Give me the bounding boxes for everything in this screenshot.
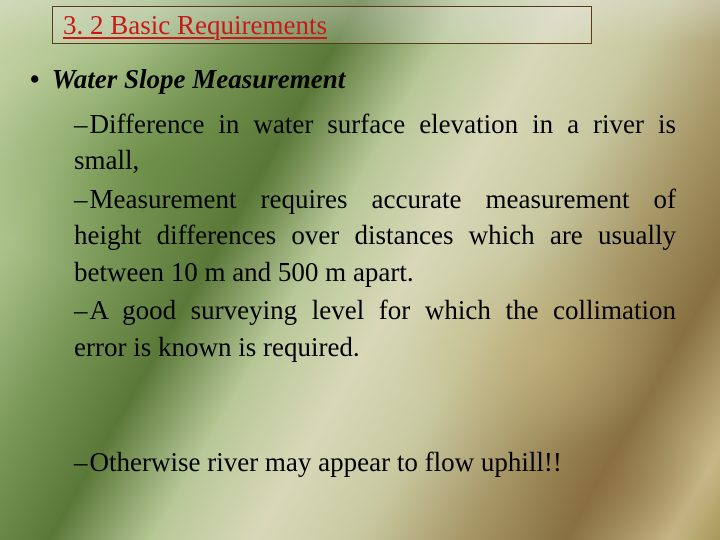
final-block: –Otherwise river may appear to flow uphi…: [74, 444, 676, 482]
dash-item: –Otherwise river may appear to flow uphi…: [74, 444, 676, 480]
dash-item: –A good surveying level for which the co…: [74, 292, 676, 365]
dash-text: Measurement requires accurate measuremen…: [74, 184, 676, 287]
heading-box: 3. 2 Basic Requirements: [52, 6, 592, 44]
heading-text: 3. 2 Basic Requirements: [63, 10, 327, 41]
bullet-marker: •: [30, 64, 39, 94]
body-block: –Difference in water surface elevation i…: [74, 106, 676, 367]
bullet-text: Water Slope Measurement: [52, 64, 346, 94]
dash-marker: –: [74, 109, 88, 139]
dash-item: –Difference in water surface elevation i…: [74, 106, 676, 179]
dash-marker: –: [74, 447, 88, 477]
dash-item: –Measurement requires accurate measureme…: [74, 181, 676, 290]
dash-text: Difference in water surface elevation in…: [74, 109, 676, 175]
dash-marker: –: [74, 295, 88, 325]
dash-text: A good surveying level for which the col…: [74, 295, 676, 361]
dash-marker: –: [74, 184, 88, 214]
top-bullet-line: • Water Slope Measurement: [30, 64, 345, 95]
dash-text: Otherwise river may appear to flow uphil…: [90, 447, 562, 477]
